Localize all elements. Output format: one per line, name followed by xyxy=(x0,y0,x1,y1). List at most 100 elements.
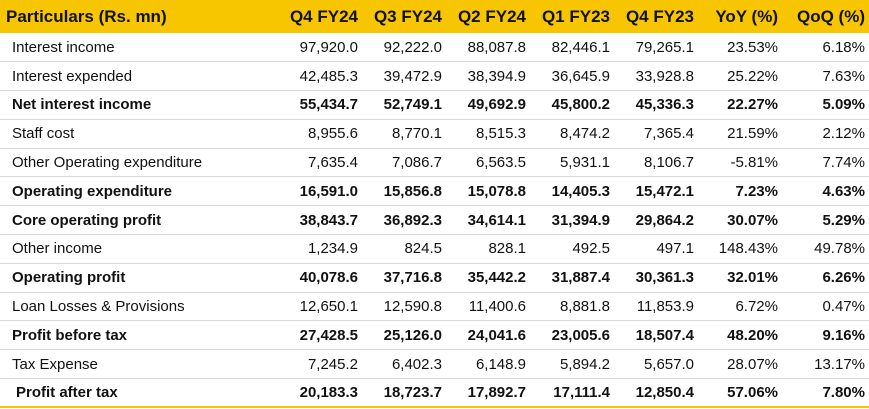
row-value-7: 9.16% xyxy=(822,326,865,344)
row-value-2: 824.5 xyxy=(404,240,442,258)
row-value-2: 39,472.9 xyxy=(383,67,442,85)
row-value-3: 38,394.9 xyxy=(467,67,526,85)
row-value-3: 17,892.7 xyxy=(467,384,526,402)
row-value-5: 12,850.4 xyxy=(635,384,694,402)
table-row: Operating profit 40,078.6 37,716.8 35,442.2… xyxy=(0,263,869,293)
row-value-7: 6.18% xyxy=(822,38,865,56)
row-value-2: 52,749.1 xyxy=(383,96,442,114)
row-value-4: 17,111.4 xyxy=(553,384,610,402)
row-value-3: 24,041.6 xyxy=(467,326,526,344)
header-q4-fy24: Q4 FY24 xyxy=(289,6,358,26)
row-label: Profit after tax xyxy=(16,384,118,402)
row-label: Core operating profit xyxy=(12,211,162,229)
row-value-2: 8,770.1 xyxy=(391,125,442,143)
row-value-5: 7,365.4 xyxy=(643,125,694,143)
row-value-6: 23.53% xyxy=(727,38,778,56)
row-value-5: 5,657.0 xyxy=(643,355,694,373)
row-value-4: 45,800.2 xyxy=(551,96,610,114)
row-value-4: 8,881.8 xyxy=(559,298,610,316)
row-value-6: 21.59% xyxy=(727,125,778,143)
row-value-7: 5.29% xyxy=(822,211,865,229)
table-row: Other income 1,234.9 824.5 828.1 492.5 497.1 1… xyxy=(0,235,869,264)
row-value-4: 36,645.9 xyxy=(551,67,610,85)
row-value-2: 7,086.7 xyxy=(391,154,442,172)
row-label: Operating expenditure xyxy=(12,182,173,200)
row-label: Other income xyxy=(12,240,103,258)
row-value-1: 40,078.6 xyxy=(299,269,358,287)
row-value-5: 45,336.3 xyxy=(635,96,694,114)
row-value-1: 7,245.2 xyxy=(307,355,358,373)
row-value-7: 2.12% xyxy=(822,125,865,143)
row-label: Interest expended xyxy=(12,67,133,85)
header-particulars: Particulars (Rs. mn) xyxy=(6,6,167,26)
row-label: Loan Losses & Provisions xyxy=(12,298,185,316)
row-value-4: 82,446.1 xyxy=(551,38,610,56)
row-value-5: 8,106.7 xyxy=(643,154,694,172)
row-value-6: 57.06% xyxy=(727,384,778,402)
row-value-5: 11,853.9 xyxy=(636,298,694,316)
row-value-1: 1,234.9 xyxy=(307,240,358,258)
row-value-1: 7,635.4 xyxy=(307,154,358,172)
row-value-7: 7.80% xyxy=(822,384,865,402)
row-value-6: 22.27% xyxy=(727,96,778,114)
row-value-3: 35,442.2 xyxy=(467,269,526,287)
row-value-1: 38,843.7 xyxy=(299,211,358,229)
row-value-1: 55,434.7 xyxy=(299,96,358,114)
row-value-7: 4.63% xyxy=(822,182,865,200)
row-value-6: 30.07% xyxy=(727,211,778,229)
row-value-6: 25.22% xyxy=(727,67,778,85)
header-q4-fy23: Q4 FY23 xyxy=(625,6,694,26)
table-row: Interest expended 42,485.3 39,472.9 38,394.… xyxy=(0,62,869,91)
row-value-7: 0.47% xyxy=(822,298,865,316)
row-value-2: 37,716.8 xyxy=(383,269,442,287)
table-row: Staff cost 8,955.6 8,770.1 8,515.3 8,474.2 7,… xyxy=(0,119,869,149)
row-value-1: 42,485.3 xyxy=(299,67,358,85)
row-value-3: 8,515.3 xyxy=(475,125,526,143)
row-value-2: 25,126.0 xyxy=(383,326,442,344)
row-value-3: 828.1 xyxy=(488,240,526,258)
table-row: Other Operating expenditure 7,635.4 7,086.… xyxy=(0,148,869,177)
row-value-3: 15,078.8 xyxy=(467,182,526,200)
row-value-4: 31,394.9 xyxy=(551,211,610,229)
row-value-2: 92,222.0 xyxy=(383,38,442,56)
row-value-2: 6,402.3 xyxy=(391,355,442,373)
table-row: Core operating profit 38,843.7 36,892.3 34,… xyxy=(0,206,869,235)
row-value-7: 49.78% xyxy=(814,240,865,258)
table-row: Profit before tax 27,428.5 25,126.0 24,041.… xyxy=(0,321,869,350)
row-value-1: 97,920.0 xyxy=(299,38,358,56)
row-value-5: 15,472.1 xyxy=(635,182,694,200)
row-label: Profit before tax xyxy=(12,326,128,344)
header-yoy: YoY (%) xyxy=(715,6,778,26)
table-row: Interest income 97,920.0 92,222.0 88,087.8 8… xyxy=(0,33,869,62)
row-value-3: 6,148.9 xyxy=(475,355,526,373)
row-value-3: 11,400.6 xyxy=(468,298,526,316)
row-value-6: 6.72% xyxy=(735,298,778,316)
row-value-7: 13.17% xyxy=(814,355,865,373)
row-value-3: 88,087.8 xyxy=(467,38,526,56)
row-value-2: 15,856.8 xyxy=(383,182,442,200)
row-value-1: 16,591.0 xyxy=(299,182,358,200)
row-value-6: 32.01% xyxy=(727,269,778,287)
header-q2-fy24: Q2 FY24 xyxy=(457,6,526,26)
row-value-2: 12,590.8 xyxy=(383,298,442,316)
row-label: Staff cost xyxy=(12,125,75,143)
row-value-6: 148.43% xyxy=(718,240,778,258)
header-q1-fy23: Q1 FY23 xyxy=(541,6,610,26)
row-value-4: 5,931.1 xyxy=(559,154,610,172)
row-value-1: 20,183.3 xyxy=(299,384,358,402)
row-value-7: 7.63% xyxy=(822,67,865,85)
row-value-1: 8,955.6 xyxy=(307,125,358,143)
row-value-6: -5.81% xyxy=(730,154,778,172)
row-value-6: 48.20% xyxy=(727,326,778,344)
row-value-4: 5,894.2 xyxy=(559,355,610,373)
table-row: Loan Losses & Provisions 12,650.1 12,590.8… xyxy=(0,292,869,321)
table-header-row: Particulars (Rs. mn) Q4 FY24 Q3 FY24 Q2 … xyxy=(0,0,869,33)
row-value-5: 30,361.3 xyxy=(635,269,694,287)
row-value-4: 492.5 xyxy=(572,240,610,258)
row-value-2: 36,892.3 xyxy=(383,211,442,229)
row-value-4: 23,005.6 xyxy=(551,326,610,344)
row-value-1: 27,428.5 xyxy=(299,326,358,344)
row-value-2: 18,723.7 xyxy=(383,384,442,402)
row-value-7: 7.74% xyxy=(822,154,865,172)
table-row: Profit after tax 20,183.3 18,723.7 17,892.7… xyxy=(0,379,869,408)
